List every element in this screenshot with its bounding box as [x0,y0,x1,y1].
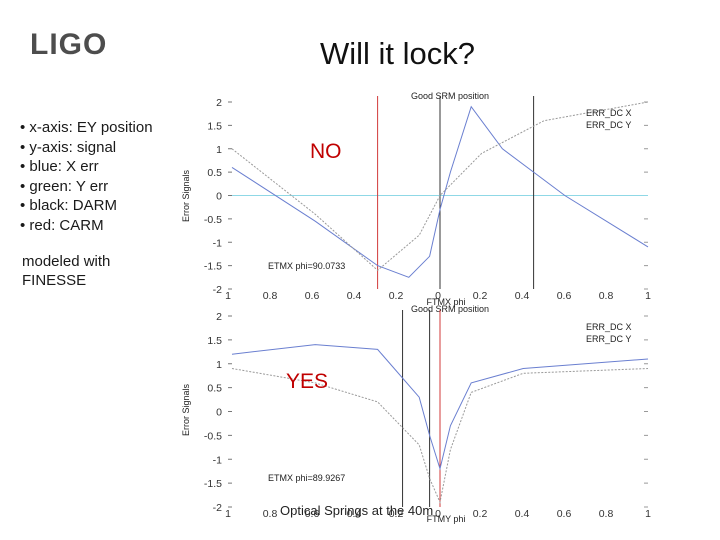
x-tick-label: 0.8 [599,508,614,520]
x-tick-label: 1 [225,508,231,520]
bullet-item: • red: CARM [20,216,104,234]
y-tick-label: 0 [216,191,222,203]
y-tick-label: -2 [213,502,222,514]
y-tick-label: -0.5 [204,214,222,226]
plot-annotation: ETMX phi=90.0733 [268,261,345,271]
legend-entry: ERR_DC X [586,108,632,118]
x-tick-label: 0.2 [389,290,404,302]
x-tick-label: 0.4 [515,290,530,302]
x-tick-label: 0.6 [557,290,572,302]
y-tick-label: -1 [213,237,222,249]
slide-title: Will it lock? [320,36,476,71]
x-tick-label: 0.6 [305,508,320,520]
x-tick-label: 0 [435,290,441,302]
x-tick-label: 0.4 [515,508,530,520]
x-tick-label: 0.8 [263,290,278,302]
plot-annotation: ETMX phi=89.9267 [268,473,345,483]
plot-title: Good SRM position [411,91,489,101]
x-tick-label: 1 [645,508,651,520]
x-tick-label: 0 [435,508,441,520]
y-tick-label: 0 [216,407,222,419]
legend-entry: ERR_DC Y [586,120,631,130]
y-tick-label: 1.5 [207,335,222,347]
footer-text: Optical Springs at the 40m [280,503,434,518]
y-axis-label: Error Signals [181,169,191,222]
x-tick-label: 1 [645,290,651,302]
x-tick-label: 0.8 [599,290,614,302]
series-line-blue [231,105,649,278]
x-tick-label: 0.8 [263,508,278,520]
x-tick-label: 0.2 [473,290,488,302]
model-note: modeled with FINESSE [22,252,162,290]
model-note-line: modeled with [22,253,111,270]
y-tick-label: -1 [213,454,222,466]
legend-entry: ERR_DC Y [586,334,631,344]
bullet-item: • blue: X err [20,158,99,175]
legend-entry: ERR_DC X [586,322,632,332]
x-tick-label: 1 [225,290,231,302]
y-tick-label: 0.5 [207,167,222,179]
y-tick-label: 1.5 [207,120,222,132]
y-axis-label: Error Signals [181,383,191,436]
y-tick-label: 1 [216,359,222,371]
y-tick-label: -1.5 [204,261,222,273]
x-tick-label: 0.6 [305,290,320,302]
bullet-item: • black: DARM [20,197,117,214]
bullet-item: • green: Y err [20,177,109,195]
y-tick-label: 0.5 [207,383,222,395]
x-tick-label: 0.6 [557,508,572,520]
plot-title: Good SRM position [411,304,489,314]
y-tick-label: 1 [216,144,222,156]
y-tick-label: -0.5 [204,430,222,442]
x-axis-label: FTMX phi [426,297,465,307]
series-line-blue [231,344,649,471]
ligo-logo: LIGO [30,28,107,61]
bullet-item: • x-axis: EY position [20,119,153,136]
answer-yes: YES [286,370,329,393]
model-note-line: FINESSE [22,272,87,289]
series-line-green [231,368,649,504]
y-tick-label: -2 [213,284,222,296]
answer-no: NO [310,140,342,163]
x-tick-label: 0.2 [473,508,488,520]
x-tick-label: 0.2 [389,508,404,520]
y-tick-label: 2 [216,311,222,323]
bullet-item: • y-axis: signal [20,138,117,156]
x-axis-label: FTMY phi [427,514,466,524]
logo-text: LIGO [30,28,107,61]
y-tick-label: -1.5 [204,478,222,490]
x-tick-label: 0.4 [347,290,362,302]
series-line-green [231,101,649,271]
bullet-list: • x-axis: EY position • y-axis: signal •… [20,118,153,235]
y-tick-label: 2 [216,97,222,109]
x-tick-label: 0.4 [347,508,362,520]
